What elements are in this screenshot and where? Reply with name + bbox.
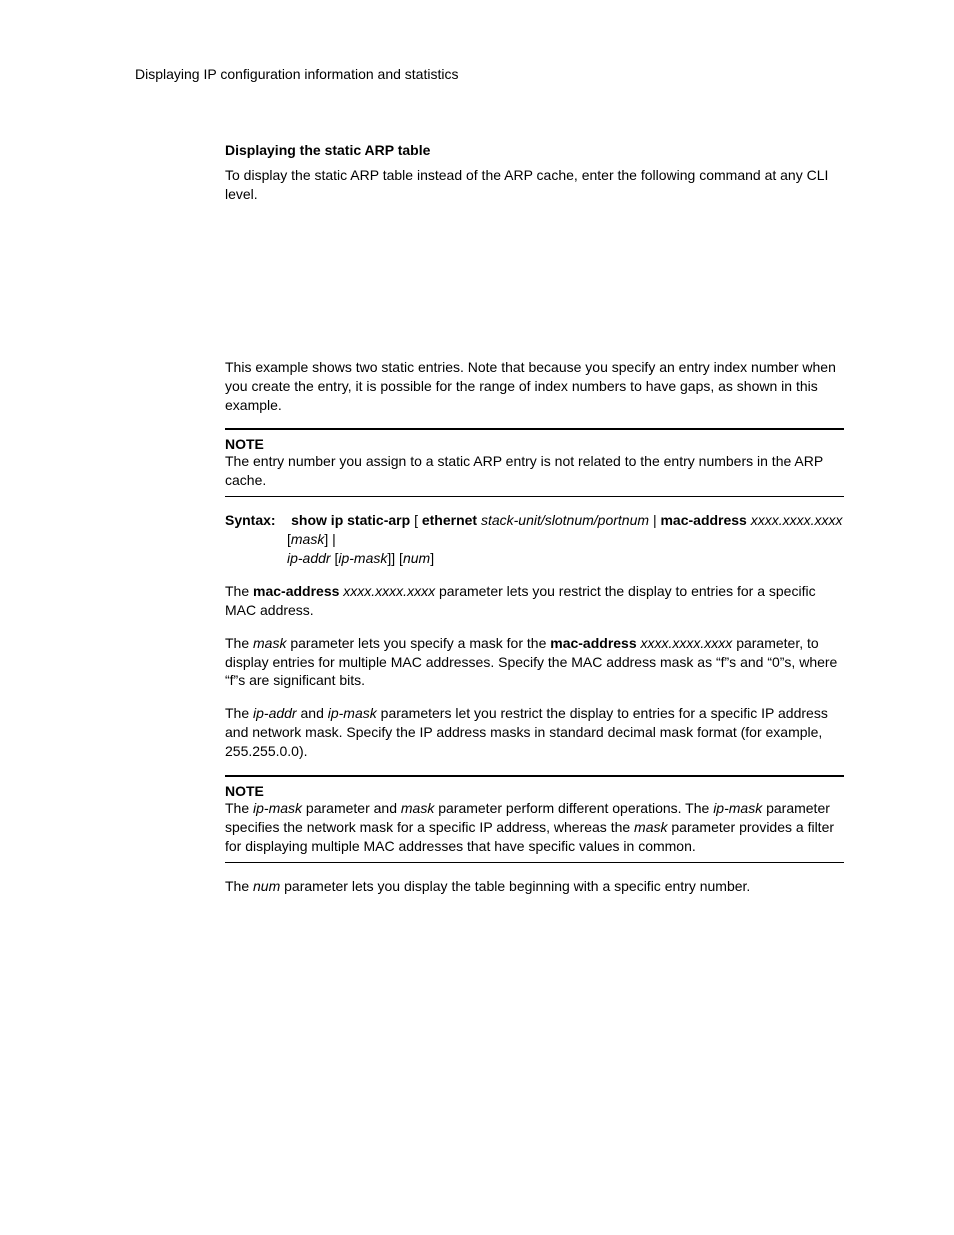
syntax-block: Syntax: show ip static-arp [ ethernet st… <box>225 511 844 568</box>
syntax-line-3: ip-addr [ip-mask]] [num] <box>287 549 844 568</box>
arg-ipmask: ip-mask <box>253 800 302 816</box>
text: parameter lets you specify a mask for th… <box>286 635 550 651</box>
para-mac-address: The mac-address xxxx.xxxx.xxxx parameter… <box>225 582 844 620</box>
section-title: Displaying the static ARP table <box>225 142 844 158</box>
syntax-cmd: show ip static-arp <box>291 512 410 528</box>
main-content: Displaying the static ARP table To displ… <box>225 142 844 896</box>
page: Displaying IP configuration information … <box>0 0 954 1235</box>
arg-mask: mask <box>401 800 434 816</box>
bracket-close-2: ] | <box>324 531 335 547</box>
note-label: NOTE <box>225 430 844 452</box>
kw-mac: mac-address <box>660 512 746 528</box>
arg-port: stack-unit/slotnum/portnum <box>481 512 649 528</box>
text: and <box>297 705 328 721</box>
kw-mac-address: mac-address <box>550 635 636 651</box>
text: The <box>225 583 253 599</box>
text: The <box>225 878 253 894</box>
arg-mac: xxxx.xxxx.xxxx <box>637 635 733 651</box>
text: The <box>225 635 253 651</box>
kw-ethernet: ethernet <box>422 512 477 528</box>
bracket-close-3b: ] <box>430 550 434 566</box>
example-explain: This example shows two static entries. N… <box>225 358 844 415</box>
text: The <box>225 800 253 816</box>
arg-num: num <box>403 550 430 566</box>
arg-ipmask: ip-mask <box>328 705 377 721</box>
text: parameter and <box>302 800 401 816</box>
command-output-placeholder <box>225 218 844 358</box>
arg-ipmask: ip-mask <box>338 550 387 566</box>
syntax-line-2: [mask] | <box>287 530 844 549</box>
arg-mask: mask <box>253 635 286 651</box>
arg-mask: mask <box>291 531 324 547</box>
para-num: The num parameter lets you display the t… <box>225 877 844 896</box>
para-mask: The mask parameter lets you specify a ma… <box>225 634 844 691</box>
para-ip: The ip-addr and ip-mask parameters let y… <box>225 704 844 761</box>
arg-ipmask: ip-mask <box>713 800 762 816</box>
arg-mask: mask <box>634 819 667 835</box>
running-header: Displaying IP configuration information … <box>135 66 844 82</box>
syntax-line-1: Syntax: show ip static-arp [ ethernet st… <box>225 511 844 530</box>
text: parameter perform different operations. … <box>434 800 713 816</box>
note-body: The ip-mask parameter and mask parameter… <box>225 799 844 863</box>
text: parameter lets you display the table beg… <box>280 878 750 894</box>
bracket-close-3a: ]] [ <box>387 550 403 566</box>
arg-ipaddr: ip-addr <box>287 550 331 566</box>
bracket-open: [ <box>414 512 418 528</box>
arg-num: num <box>253 878 280 894</box>
intro-paragraph: To display the static ARP table instead … <box>225 166 844 204</box>
text: The <box>225 705 253 721</box>
arg-mac: xxxx.xxxx.xxxx <box>751 512 843 528</box>
arg-ipaddr: ip-addr <box>253 705 297 721</box>
arg-mac: xxxx.xxxx.xxxx <box>339 583 435 599</box>
note-body: The entry number you assign to a static … <box>225 452 844 497</box>
kw-mac-address: mac-address <box>253 583 339 599</box>
syntax-label: Syntax: <box>225 512 276 528</box>
note-label: NOTE <box>225 777 844 799</box>
